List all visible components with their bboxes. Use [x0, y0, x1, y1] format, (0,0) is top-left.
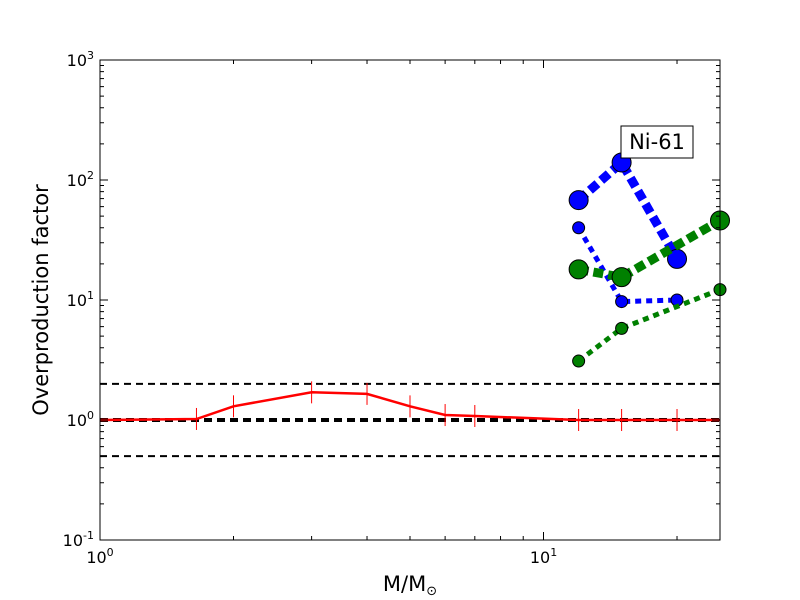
annotation-border: [620, 125, 694, 159]
annotation-text: Ni-61: [629, 130, 685, 154]
series-2-marker-0: [572, 221, 586, 235]
y-tick-label-0-base: 10: [63, 531, 83, 550]
y-tick-label-3-base: 10: [67, 171, 87, 190]
y-tick-label-3-exponent: 2: [87, 169, 94, 182]
y-tick-label-2: 101: [67, 289, 94, 310]
series-4-marker-0: [572, 354, 586, 368]
x-axis-title-main: M/M: [383, 572, 426, 596]
y-tick-label-1: 100: [67, 409, 94, 430]
y-tick-label-1-exponent: 0: [87, 409, 94, 422]
y-axis-title: Overproduction factor: [29, 184, 53, 416]
x-tick-label-0-exponent: 0: [107, 546, 114, 559]
series-1: [568, 152, 688, 269]
annotation-box: Ni-61: [620, 125, 694, 159]
series-2: [572, 221, 684, 309]
series-4: [572, 283, 727, 368]
y-tick-label-4-base: 10: [67, 51, 87, 70]
series-line-1: [575, 155, 681, 262]
x-tick-label-0-base: 10: [86, 548, 106, 567]
y-tick-label-2-base: 10: [67, 291, 87, 310]
y-tick-label-1-base: 10: [67, 411, 87, 430]
y-tick-label-0: 10-1: [63, 529, 94, 550]
x-axis-title: M/M⊙: [383, 572, 437, 599]
series-line-0: [99, 391, 720, 422]
y-tick-label-4-exponent: 3: [87, 49, 94, 62]
x-tick-label-1-exponent: 1: [550, 546, 557, 559]
tick-layer: [99, 59, 720, 541]
y-tick-label-3: 102: [67, 169, 94, 190]
series-3-marker-1: [611, 267, 632, 288]
y-tick-label-4: 103: [67, 49, 94, 70]
series-line-2: [576, 226, 678, 305]
series-2-marker-1: [615, 295, 629, 309]
series-line-3: [577, 216, 723, 282]
reference-lines: [100, 382, 720, 458]
x-tick-label-1-base: 10: [530, 548, 550, 567]
series-line-4: [577, 287, 721, 363]
series-1-marker-0: [568, 190, 589, 211]
y-tick-label-0-exponent: -1: [83, 529, 94, 542]
x-tick-label-1: 101: [530, 546, 557, 567]
series-0: [99, 381, 721, 431]
series-layer: [99, 152, 730, 431]
x-axis-title-subscript: ⊙: [426, 584, 437, 599]
x-tick-label-0: 100: [86, 546, 113, 567]
series-3-marker-0: [568, 259, 589, 280]
y-tick-label-2-exponent: 1: [87, 289, 94, 302]
series-4-marker-1: [615, 321, 629, 335]
